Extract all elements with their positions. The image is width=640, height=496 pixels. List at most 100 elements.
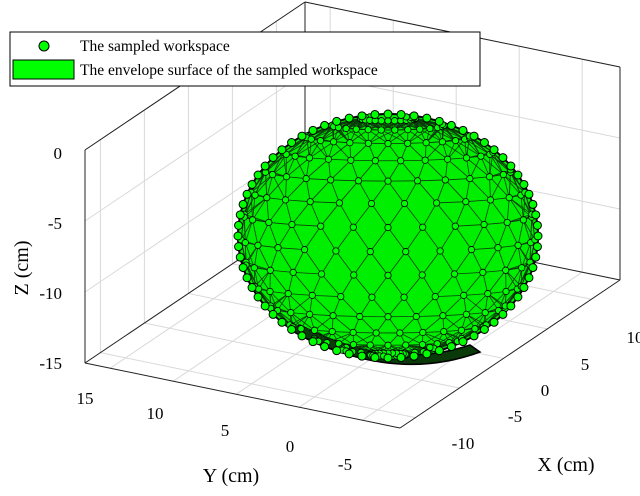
mesh-edge [471,249,484,273]
sample-point [281,196,290,204]
sample-point [469,331,479,341]
mesh-edge [465,178,471,202]
sample-point [384,117,392,125]
mesh-edge [445,178,470,181]
mesh-edge [272,154,287,175]
mesh-edge [266,197,270,223]
mesh-edge [266,176,287,198]
sample-point [234,242,244,252]
sample-point [400,293,408,301]
mesh-edge [292,272,313,296]
sample-point [434,346,444,356]
mesh-edge [320,127,339,141]
mesh-edge [311,273,322,296]
mesh-edge [309,314,333,332]
mesh-edge [314,315,334,331]
mesh-edge [243,197,268,218]
sample-point [367,199,376,208]
sample-point [269,171,277,179]
mesh-edge [407,128,431,144]
y-tick-label: 5 [221,421,230,440]
z-axis-label: Z (cm) [11,241,33,296]
mesh-edge [523,219,532,243]
legend-label-sampled: The sampled workspace [80,38,230,55]
sample-point [469,131,479,141]
sample-point [431,292,439,301]
mesh-edge [304,249,322,275]
sample-point [440,327,448,336]
sample-point [349,340,358,349]
mesh-edge [407,129,427,144]
sample-point [332,247,340,255]
mesh-edge [243,217,246,243]
mesh-edge [285,138,312,155]
sample-point [332,116,342,126]
sample-point [432,199,441,207]
mesh-edge [461,312,486,331]
mesh-edge [359,316,377,334]
sample-point [484,290,492,298]
sample-point [518,264,526,272]
sample-point [498,309,508,319]
sample-point [248,216,257,224]
sample-point [390,117,399,125]
sample-point [402,248,410,256]
mesh-edge [422,332,450,343]
x-tick-label: 10 [627,328,640,347]
mesh-edge [254,174,273,196]
sample-point [335,199,344,207]
sample-point [519,179,529,189]
mesh-edge [339,202,354,228]
mesh-edge [291,224,321,227]
mesh-edge [421,274,436,297]
sample-point [337,292,345,301]
mesh-edge [387,203,405,228]
sample-point [282,173,291,181]
sample-point [328,327,336,336]
sample-point [366,248,374,256]
mesh-edge [304,225,322,250]
sample-point [247,283,257,293]
mesh-edge [250,192,253,220]
sample-point [368,293,376,301]
mesh-edge [505,267,523,292]
sample-point [329,138,338,146]
mesh-edge [266,174,274,198]
sample-point [402,341,410,349]
mesh-edge [265,172,268,198]
mesh-edge [454,249,472,275]
mesh-edge [422,331,444,345]
sample-point [397,157,405,165]
mesh-edge [350,143,369,161]
sample-point [489,317,499,327]
sample-point [419,223,427,231]
mesh-edge [454,273,465,296]
mesh-edge [387,344,415,353]
mesh-edge [371,180,389,204]
sample-point [242,273,252,283]
sample-point [384,341,392,349]
mesh-edge [277,310,302,330]
mesh-edge [523,192,526,220]
sample-point [450,270,459,278]
mesh-edge [439,250,455,275]
sample-point [324,155,333,163]
sample-point [370,109,380,119]
mesh-edge [443,314,467,332]
sample-point [307,135,315,143]
sample-point [477,152,485,160]
mesh-edge [484,291,507,313]
mesh-edge [328,158,351,161]
sample-point [466,174,474,183]
mesh-edge [272,152,284,175]
mesh-edge [369,227,389,252]
mesh-edge [424,141,443,161]
mesh-edge [358,180,372,204]
grid-line [84,72,306,222]
mesh-edge [320,225,337,252]
mesh-edge [353,203,372,228]
mesh-edge [404,203,423,228]
mesh-edge [294,140,321,157]
mesh-edge [503,174,526,193]
sample-point [241,239,249,247]
